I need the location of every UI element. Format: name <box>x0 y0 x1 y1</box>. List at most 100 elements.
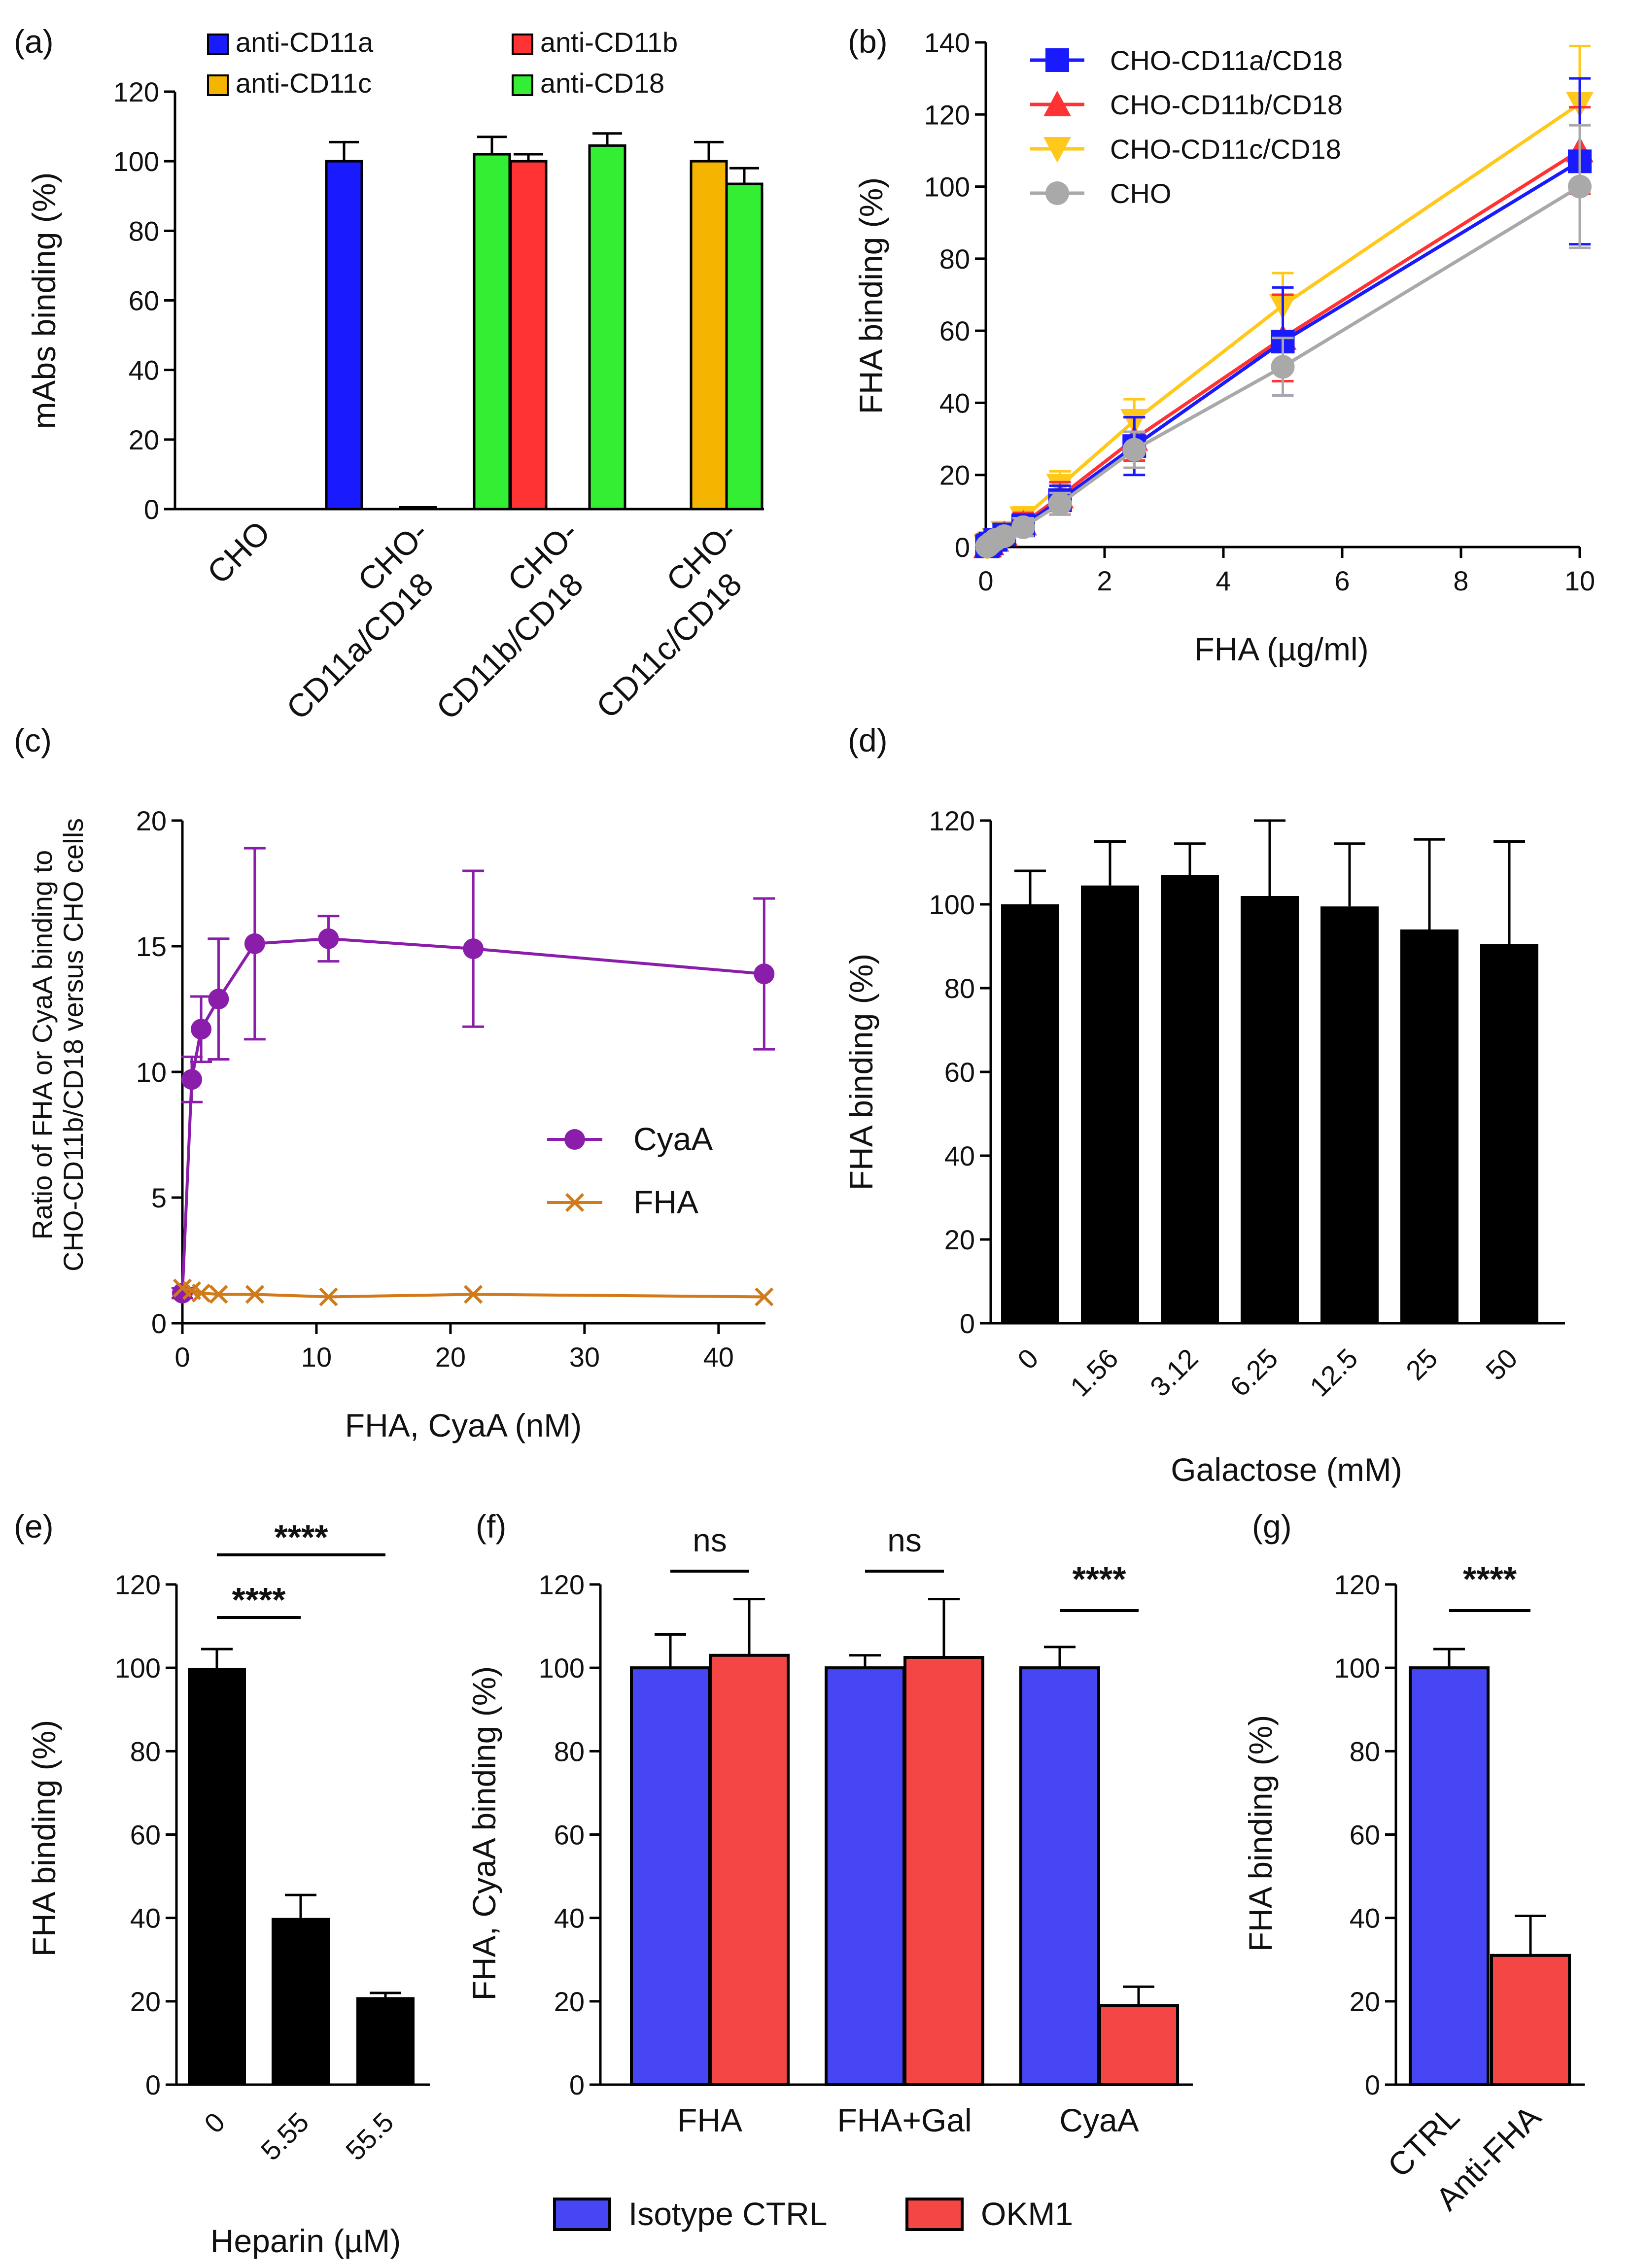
y-tick-label: 80 <box>129 215 159 246</box>
y-tick-label: 60 <box>944 1057 975 1088</box>
legend-marker <box>564 1129 585 1150</box>
y-tick-label: 60 <box>1350 1820 1380 1851</box>
legend-label: anti-CD11c <box>236 68 372 99</box>
y-tick-label: 0 <box>1365 2069 1380 2100</box>
y-axis-title-line-2: CHO-CD11b/CD18 versus CHO cells <box>58 818 89 1271</box>
significance-label: ns <box>887 1522 922 1558</box>
data-point-CyaA <box>208 989 229 1010</box>
bar-Isotype CTRL <box>825 1666 905 2087</box>
x-tick-label: 10 <box>1564 565 1595 596</box>
x-tick-label: 4 <box>1215 565 1231 596</box>
legend-panels-f-g: Isotype CTRL OKM1 <box>553 2196 1073 2232</box>
bar <box>1490 1954 1571 2087</box>
data-point-CyaA <box>181 1069 203 1090</box>
y-axis-title: FHA binding (%) <box>26 1720 62 1957</box>
x-tick-label: 2 <box>1097 565 1112 596</box>
data-point-CHO <box>1568 174 1592 199</box>
legend-swatch <box>207 34 229 55</box>
y-tick-label: 80 <box>1350 1736 1380 1767</box>
bar-anti-CD11b <box>509 160 548 511</box>
y-axis-title: FHA binding (%) <box>843 954 879 1191</box>
y-tick-label: 40 <box>129 355 159 386</box>
y-tick-label: 20 <box>129 424 159 455</box>
panel-label: (a) <box>14 23 54 60</box>
data-point-CyaA <box>318 928 339 949</box>
data-point-CyaA <box>191 1019 212 1040</box>
bar-anti-CD18 <box>725 182 764 511</box>
bar <box>1320 906 1379 1323</box>
y-tick-label: 15 <box>136 931 167 962</box>
data-point-FHA <box>191 1283 211 1303</box>
legend-label: CHO-CD11a/CD18 <box>1110 45 1343 76</box>
y-tick-label: 20 <box>554 1986 585 2017</box>
y-tick-label: 100 <box>929 889 975 920</box>
y-tick-label: 20 <box>130 1986 161 2017</box>
data-point-FHA <box>464 1285 483 1304</box>
y-tick-label: 140 <box>924 27 970 58</box>
data-point-CHO <box>992 524 1016 549</box>
y-axis-title-line-1: Ratio of FHA or CyaA binding to <box>27 850 58 1240</box>
x-tick-label: 0 <box>174 1341 190 1373</box>
data-point-FHA <box>319 1287 338 1306</box>
panel-f-okm1-chart: (f) 0 20 40 60 80 100 120 FHA, CyaA binding (%) F… <box>466 1508 1193 2138</box>
y-tick-label: 120 <box>115 1569 161 1600</box>
legend-marker <box>1043 91 1071 116</box>
y-tick-label: 120 <box>1334 1569 1380 1600</box>
y-tick-label: 0 <box>955 532 970 563</box>
y-tick-label: 60 <box>554 1820 585 1851</box>
bar <box>1001 904 1059 1323</box>
bar <box>1241 896 1299 1323</box>
data-point-CyaA <box>463 938 484 960</box>
x-tick-label: 40 <box>703 1341 734 1373</box>
x-axis-title: FHA, CyaA (nM) <box>345 1407 582 1443</box>
y-tick-label: 40 <box>944 1140 975 1171</box>
x-axis-title: FHA (µg/ml) <box>1194 631 1368 667</box>
bar-Isotype CTRL <box>630 1666 711 2087</box>
x-axis-title: Heparin (µM) <box>210 2223 401 2259</box>
bar-Isotype CTRL <box>1019 1666 1100 2087</box>
significance-label: **** <box>275 1518 329 1556</box>
panel-label: (c) <box>14 722 52 758</box>
y-tick-label: 120 <box>929 805 975 836</box>
x-tick-label: CyaA <box>1059 2102 1139 2138</box>
y-tick-label: 120 <box>924 99 970 130</box>
bar <box>188 1668 246 2085</box>
x-tick-label: 30 <box>569 1341 600 1373</box>
legend-label: CHO-CD11b/CD18 <box>1110 89 1343 120</box>
y-tick-label: 40 <box>1350 1903 1380 1934</box>
y-tick-label: 100 <box>115 1652 161 1684</box>
panel-label: (b) <box>848 23 888 60</box>
legend-swatch <box>553 2198 611 2231</box>
bar <box>1161 875 1219 1323</box>
y-tick-label: 120 <box>539 1569 585 1600</box>
data-point-CHO <box>1048 492 1072 516</box>
legend-label: OKM1 <box>981 2196 1073 2232</box>
x-axis-title: Galactose (mM) <box>1171 1451 1402 1488</box>
y-tick-label: 0 <box>569 2069 585 2100</box>
x-tick-label: 8 <box>1453 565 1468 596</box>
y-tick-label: 40 <box>130 1903 161 1934</box>
legend-swatch <box>905 2198 964 2231</box>
bar <box>1400 929 1458 1323</box>
bar <box>1409 1666 1490 2087</box>
data-point-CHO <box>1011 515 1035 539</box>
y-tick-label: 0 <box>960 1308 975 1339</box>
y-axis-title: mAbs binding (%) <box>26 172 62 429</box>
y-axis-title: FHA binding (%) <box>1242 1715 1279 1952</box>
y-tick-label: 100 <box>1334 1652 1380 1684</box>
y-tick-label: 60 <box>939 315 970 346</box>
bar-anti-CD11c <box>690 160 728 511</box>
y-tick-label: 60 <box>130 1820 161 1851</box>
panel-label: (f) <box>476 1508 506 1545</box>
legend-label: FHA <box>633 1184 698 1220</box>
legend-swatch <box>512 34 533 55</box>
y-tick-label: 20 <box>944 1224 975 1255</box>
bar-anti-CD18 <box>473 153 511 511</box>
y-tick-label: 40 <box>554 1903 585 1934</box>
legend-label: CHO-CD11c/CD18 <box>1110 134 1341 165</box>
y-tick-label: 80 <box>944 973 975 1004</box>
bar-anti-CD11b <box>399 506 437 511</box>
x-tick-label: FHA+Gal <box>837 2102 972 2138</box>
bar <box>356 1997 415 2085</box>
